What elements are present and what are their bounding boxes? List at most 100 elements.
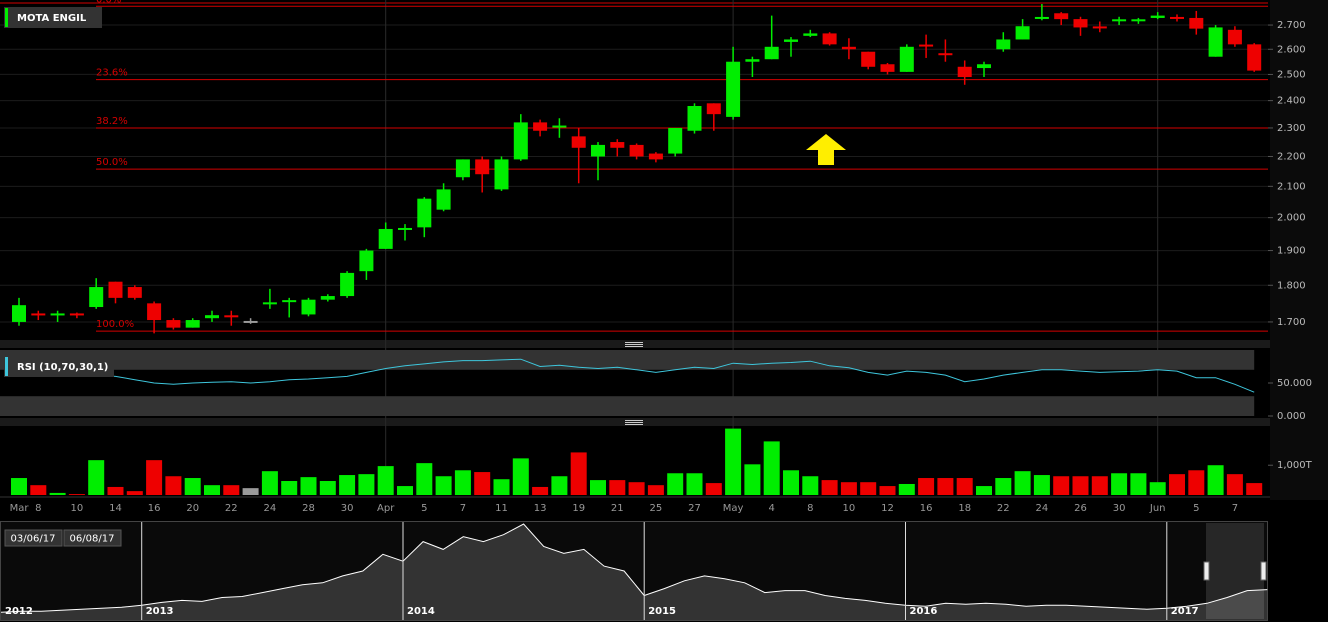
candle-body <box>706 103 721 115</box>
candle-body <box>668 127 683 154</box>
candle-body <box>262 302 277 305</box>
x-tick-label: 10 <box>71 503 84 514</box>
y-tick-label: 2.600 <box>1277 44 1306 55</box>
y-tick-label: 2.500 <box>1277 69 1306 80</box>
y-tick-label: 2.000 <box>1277 213 1306 224</box>
volume-bar <box>532 486 549 495</box>
candle-body <box>1208 27 1223 57</box>
candle-body <box>243 320 258 323</box>
fib-level-label: 0.0% <box>96 0 121 5</box>
candle-body <box>475 159 490 175</box>
title-box <box>4 7 102 28</box>
candle-body <box>50 313 65 316</box>
y-tick-label: 2.400 <box>1277 96 1306 107</box>
volume-bar <box>551 476 568 495</box>
selection-end[interactable]: 06/08/17 <box>70 534 115 545</box>
volume-bar <box>937 478 954 495</box>
volume-bar <box>802 476 819 495</box>
y-tick-label: 2.100 <box>1277 181 1306 192</box>
year-label: 2012 <box>5 606 33 617</box>
candle-body <box>127 287 142 298</box>
volume-bar <box>725 428 742 495</box>
candle-body <box>552 125 567 128</box>
volume-bar <box>898 483 915 495</box>
y-tick-label: 2.300 <box>1277 123 1306 134</box>
candle-body <box>224 315 239 318</box>
overbought-zone <box>0 350 1255 370</box>
volume-bar <box>493 479 510 495</box>
candle-body <box>301 299 316 315</box>
volume-bar <box>783 470 799 495</box>
candle-body <box>977 64 991 69</box>
volume-bar <box>744 464 761 495</box>
selection-handle[interactable] <box>1203 561 1210 581</box>
candle-body <box>1247 44 1262 71</box>
candle-body <box>822 33 837 45</box>
volume-bar <box>397 486 413 495</box>
selection-handle[interactable] <box>1260 561 1267 581</box>
candle-body <box>1054 13 1069 20</box>
volume-bar <box>1111 473 1128 495</box>
x-tick-label: 10 <box>843 503 856 514</box>
volume-bar <box>319 481 336 495</box>
volume-bar <box>416 463 433 495</box>
candle-body <box>513 122 528 160</box>
volume-bar <box>1188 470 1205 495</box>
x-tick-label: 5 <box>1193 503 1199 514</box>
date-box[interactable] <box>63 529 122 547</box>
volume-bar <box>763 441 780 495</box>
x-tick-label: 28 <box>302 503 315 514</box>
volume-bar <box>667 473 684 495</box>
fib-level-label: 100.0% <box>96 319 134 330</box>
candle-body <box>398 227 412 230</box>
volume-bar <box>68 494 85 495</box>
splitter-handle[interactable] <box>625 420 643 425</box>
y-tick-label: 1.700 <box>1277 317 1306 328</box>
candle-body <box>919 44 934 47</box>
volume-bar <box>918 478 935 495</box>
candle-body <box>89 287 104 308</box>
candle-body <box>1112 19 1127 22</box>
x-tick-label: 30 <box>1113 503 1126 514</box>
title-marker <box>5 357 8 376</box>
volume-bar <box>1014 471 1031 495</box>
candle-body <box>378 228 393 249</box>
candle-body <box>726 61 741 117</box>
volume-bar <box>860 482 877 495</box>
y-tick-label: 0.000 <box>1277 411 1306 422</box>
year-label: 2015 <box>648 606 676 617</box>
selection-start[interactable]: 03/06/17 <box>11 534 56 545</box>
volume-bar <box>512 458 529 495</box>
volume-bar <box>1149 482 1166 495</box>
candle-body <box>571 136 586 148</box>
candle-body <box>494 159 509 190</box>
x-tick-label: 16 <box>920 503 933 514</box>
fib-level-label: 38.2% <box>96 116 128 127</box>
volume-bar <box>879 486 896 495</box>
x-tick-label: Jun <box>1149 503 1166 514</box>
x-tick-label: 18 <box>958 503 971 514</box>
x-tick-label: 4 <box>769 503 775 514</box>
year-label: 2014 <box>407 606 435 617</box>
date-box[interactable] <box>4 529 63 547</box>
volume-bar <box>11 478 27 495</box>
volume-bar <box>281 481 298 495</box>
volume-bar <box>242 488 259 495</box>
candle-body <box>147 303 162 321</box>
splitter-handle[interactable] <box>625 342 643 347</box>
volume-bar <box>454 470 471 495</box>
selection-window[interactable] <box>1206 523 1264 619</box>
volume-bar <box>204 485 220 495</box>
volume-bar <box>1207 465 1224 495</box>
x-tick-label: 26 <box>1074 503 1087 514</box>
candle-body <box>648 153 663 160</box>
x-tick-label: 24 <box>264 503 277 514</box>
volume-bar <box>223 485 240 495</box>
history-line <box>0 523 1268 613</box>
volume-bar <box>956 478 973 495</box>
candle-body <box>12 305 26 322</box>
volume-bar <box>107 486 124 495</box>
fib-level-label: 23.6% <box>96 68 128 79</box>
arrow-annotation <box>806 134 846 165</box>
candle-body <box>282 300 297 303</box>
